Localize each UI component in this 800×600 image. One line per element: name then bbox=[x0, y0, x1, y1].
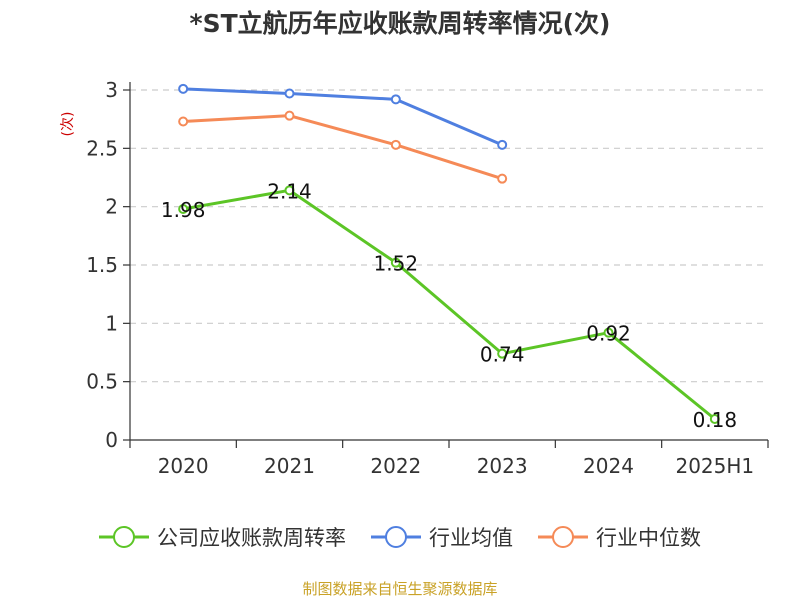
data-source-note: 制图数据来自恒生聚源数据库 bbox=[302, 580, 498, 598]
legend-label[interactable]: 行业中位数 bbox=[596, 526, 701, 550]
y-tick-label: 2.5 bbox=[86, 136, 118, 160]
x-tick-label: 2025H1 bbox=[675, 454, 754, 478]
x-tick-label: 2022 bbox=[370, 454, 421, 478]
grid-lines bbox=[130, 89, 768, 383]
data-label: 0.92 bbox=[586, 322, 631, 346]
data-label: 0.18 bbox=[693, 408, 738, 432]
series-line-0 bbox=[182, 188, 716, 421]
data-point[interactable] bbox=[390, 139, 401, 150]
y-tick-label: 0.5 bbox=[86, 370, 118, 394]
legend-label[interactable]: 公司应收账款周转率 bbox=[157, 526, 346, 550]
data-label: 0.74 bbox=[480, 343, 525, 367]
data-point[interactable] bbox=[497, 173, 508, 184]
data-point[interactable] bbox=[178, 116, 189, 127]
x-tick-label: 2023 bbox=[477, 454, 528, 478]
data-point[interactable] bbox=[390, 257, 401, 268]
data-point[interactable] bbox=[709, 414, 720, 424]
legend-marker bbox=[552, 526, 574, 548]
data-label: 1.52 bbox=[374, 252, 419, 276]
data-label: 2.14 bbox=[267, 179, 312, 203]
data-point[interactable] bbox=[284, 185, 295, 196]
y-tick-label: 1.5 bbox=[86, 253, 118, 277]
y-tick-label: 0 bbox=[105, 428, 118, 452]
legend-marker bbox=[385, 526, 407, 548]
data-label: 1.98 bbox=[161, 198, 206, 222]
legend-marker bbox=[113, 526, 135, 548]
data-point[interactable] bbox=[284, 110, 295, 121]
y-tick-label: 2 bbox=[105, 195, 118, 219]
chart-title: *ST立航历年应收账款周转率情况(次) bbox=[189, 9, 611, 38]
series-line-1 bbox=[183, 87, 503, 147]
legend-label[interactable]: 行业均值 bbox=[429, 526, 513, 550]
y-tick-label: 1 bbox=[105, 311, 118, 335]
x-tick-label: 2024 bbox=[583, 454, 634, 478]
data-point[interactable] bbox=[497, 139, 508, 150]
y-axis-label: (次) bbox=[60, 112, 76, 137]
data-labels: 1.98 2.14 1.52 0.74 0.92 0.18 bbox=[161, 179, 737, 432]
data-point[interactable] bbox=[284, 88, 295, 99]
data-point[interactable] bbox=[178, 83, 189, 94]
y-tick-label: 3 bbox=[105, 78, 118, 102]
data-point[interactable] bbox=[178, 204, 189, 214]
x-tick-label: 2020 bbox=[158, 454, 209, 478]
series-group bbox=[178, 83, 720, 424]
data-point[interactable] bbox=[603, 327, 614, 338]
data-point[interactable] bbox=[497, 348, 508, 359]
legend: 公司应收账款周转率 行业均值 行业中位数 bbox=[99, 526, 701, 550]
data-point[interactable] bbox=[390, 94, 401, 105]
series-line-2 bbox=[183, 114, 503, 181]
x-tick-label: 2021 bbox=[264, 454, 315, 478]
